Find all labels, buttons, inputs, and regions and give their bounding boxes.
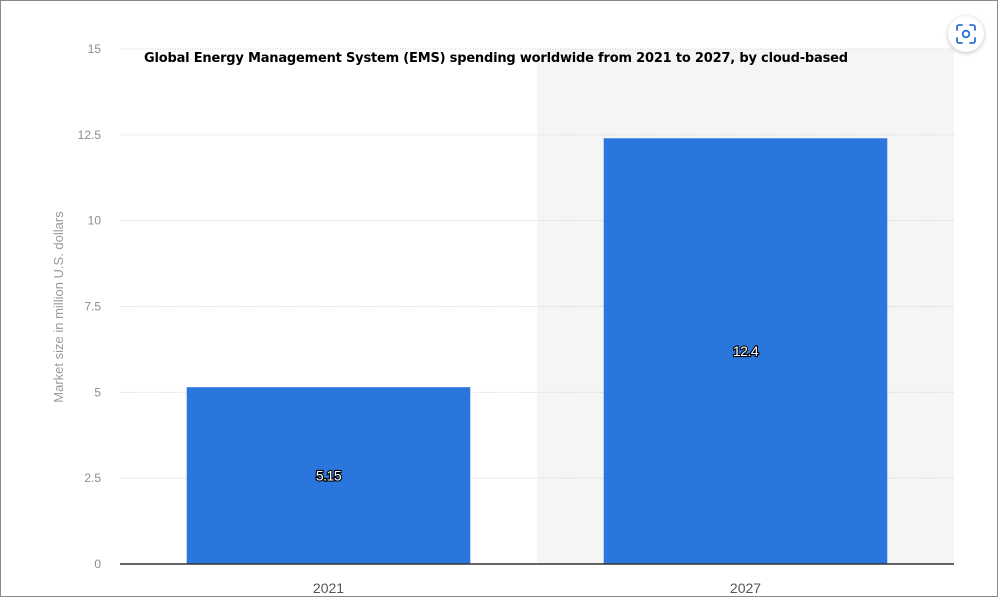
- bar: [186, 387, 471, 564]
- y-axis-title: Market size in million U.S. dollars: [51, 211, 66, 403]
- y-tick-label: 2.5: [84, 471, 101, 485]
- x-tick-label: 2021: [313, 580, 344, 596]
- bar: [603, 138, 888, 564]
- y-tick-label: 15: [88, 42, 102, 56]
- x-tick-label: 2027: [730, 580, 761, 596]
- visual-search-button[interactable]: [948, 16, 984, 52]
- y-tick-label: 5: [94, 385, 101, 399]
- scan-icon: [956, 24, 976, 44]
- y-tick-label: 12.5: [78, 128, 102, 142]
- data-label: 12.4: [733, 343, 759, 359]
- data-label: 5.15: [316, 468, 342, 484]
- y-tick-label: 7.5: [84, 300, 101, 314]
- chart-title: Global Energy Management System (EMS) sp…: [144, 51, 848, 66]
- y-tick-label: 0: [94, 557, 101, 571]
- y-tick-label: 10: [88, 214, 102, 228]
